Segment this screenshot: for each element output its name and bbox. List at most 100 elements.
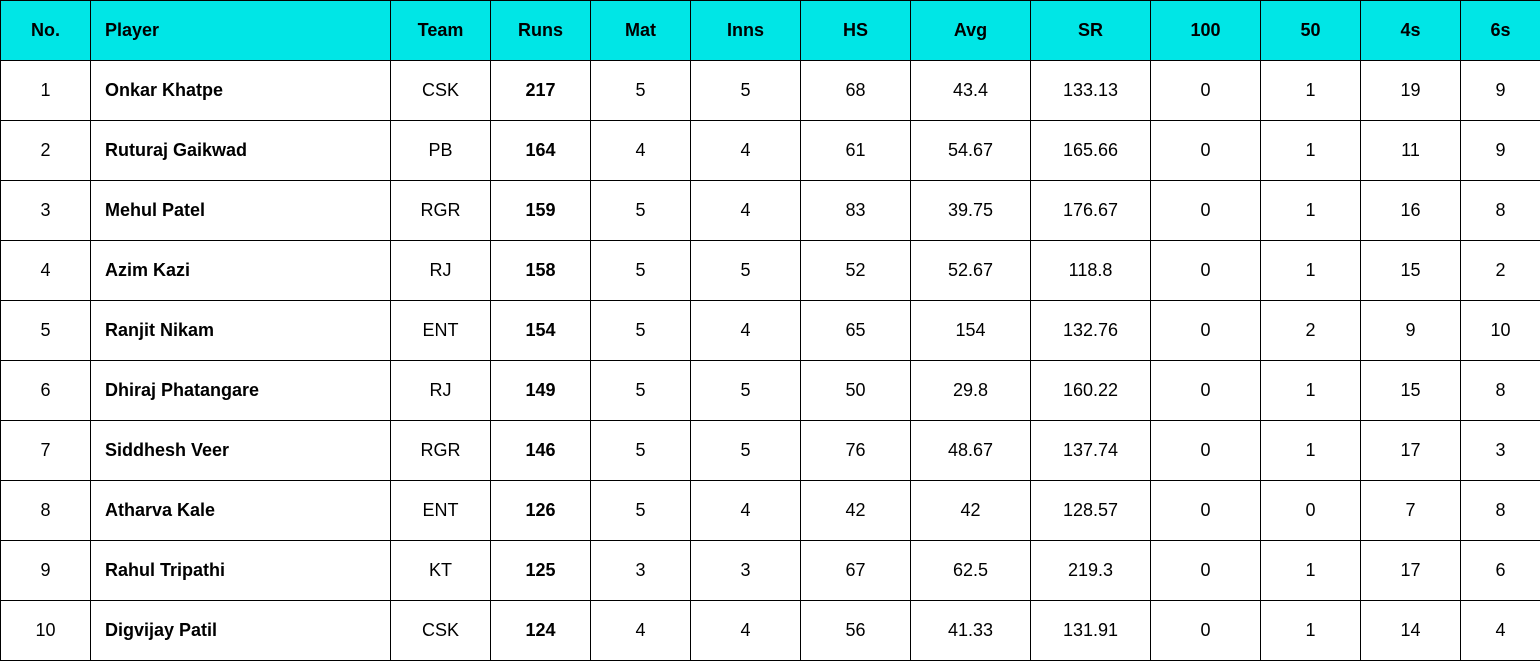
cell-player: Ruturaj Gaikwad [91, 121, 391, 181]
stats-table-container: No.PlayerTeamRunsMatInnsHSAvgSR100504s6s… [0, 0, 1540, 661]
cell-runs: 217 [491, 61, 591, 121]
cell-c4s: 7 [1361, 481, 1461, 541]
header-no: No. [1, 1, 91, 61]
cell-avg: 39.75 [911, 181, 1031, 241]
cell-player: Siddhesh Veer [91, 421, 391, 481]
cell-hs: 65 [801, 301, 911, 361]
header-c4s: 4s [1361, 1, 1461, 61]
cell-hs: 50 [801, 361, 911, 421]
cell-player: Onkar Khatpe [91, 61, 391, 121]
cell-team: ENT [391, 481, 491, 541]
cell-hs: 67 [801, 541, 911, 601]
cell-mat: 5 [591, 421, 691, 481]
cell-hs: 76 [801, 421, 911, 481]
cell-no: 7 [1, 421, 91, 481]
cell-no: 10 [1, 601, 91, 661]
header-c50: 50 [1261, 1, 1361, 61]
cell-inns: 5 [691, 361, 801, 421]
cell-player: Atharva Kale [91, 481, 391, 541]
cell-sr: 132.76 [1031, 301, 1151, 361]
cell-no: 8 [1, 481, 91, 541]
cell-no: 5 [1, 301, 91, 361]
header-runs: Runs [491, 1, 591, 61]
cell-sr: 128.57 [1031, 481, 1151, 541]
cell-c4s: 15 [1361, 241, 1461, 301]
cell-mat: 5 [591, 301, 691, 361]
cell-c6s: 8 [1461, 181, 1540, 241]
table-row: 7Siddhesh VeerRGR146557648.67137.7401173 [1, 421, 1540, 481]
table-row: 10Digvijay PatilCSK124445641.33131.91011… [1, 601, 1540, 661]
cell-c6s: 9 [1461, 121, 1540, 181]
cell-runs: 158 [491, 241, 591, 301]
cell-avg: 29.8 [911, 361, 1031, 421]
cell-team: CSK [391, 601, 491, 661]
cell-c50: 1 [1261, 241, 1361, 301]
cell-c50: 1 [1261, 181, 1361, 241]
cell-c4s: 9 [1361, 301, 1461, 361]
table-row: 3Mehul PatelRGR159548339.75176.6701168 [1, 181, 1540, 241]
cell-c50: 1 [1261, 541, 1361, 601]
cell-c100: 0 [1151, 241, 1261, 301]
cell-sr: 137.74 [1031, 421, 1151, 481]
cell-c6s: 9 [1461, 61, 1540, 121]
cell-avg: 43.4 [911, 61, 1031, 121]
cell-c50: 1 [1261, 601, 1361, 661]
cell-avg: 52.67 [911, 241, 1031, 301]
cell-sr: 176.67 [1031, 181, 1151, 241]
cell-inns: 4 [691, 181, 801, 241]
cell-c6s: 6 [1461, 541, 1540, 601]
cell-c6s: 2 [1461, 241, 1540, 301]
header-hs: HS [801, 1, 911, 61]
table-row: 6Dhiraj PhatangareRJ149555029.8160.22011… [1, 361, 1540, 421]
cell-sr: 219.3 [1031, 541, 1151, 601]
cell-c100: 0 [1151, 541, 1261, 601]
cell-team: RJ [391, 361, 491, 421]
cell-team: CSK [391, 61, 491, 121]
table-row: 5Ranjit NikamENT1545465154132.7602910 [1, 301, 1540, 361]
cell-no: 9 [1, 541, 91, 601]
table-row: 1Onkar KhatpeCSK217556843.4133.1301199 [1, 61, 1540, 121]
cell-c4s: 14 [1361, 601, 1461, 661]
cell-avg: 62.5 [911, 541, 1031, 601]
cell-c4s: 19 [1361, 61, 1461, 121]
cell-sr: 133.13 [1031, 61, 1151, 121]
cell-runs: 159 [491, 181, 591, 241]
table-row: 4Azim KaziRJ158555252.67118.801152 [1, 241, 1540, 301]
cell-mat: 5 [591, 181, 691, 241]
cell-sr: 165.66 [1031, 121, 1151, 181]
cell-mat: 5 [591, 241, 691, 301]
table-header: No.PlayerTeamRunsMatInnsHSAvgSR100504s6s [1, 1, 1540, 61]
cell-hs: 42 [801, 481, 911, 541]
cell-inns: 4 [691, 301, 801, 361]
cell-c6s: 8 [1461, 481, 1540, 541]
cell-player: Ranjit Nikam [91, 301, 391, 361]
cell-c100: 0 [1151, 121, 1261, 181]
cell-player: Dhiraj Phatangare [91, 361, 391, 421]
cell-c6s: 8 [1461, 361, 1540, 421]
cell-c50: 1 [1261, 361, 1361, 421]
cell-team: KT [391, 541, 491, 601]
cell-runs: 125 [491, 541, 591, 601]
cell-runs: 124 [491, 601, 591, 661]
cell-team: PB [391, 121, 491, 181]
cell-inns: 4 [691, 601, 801, 661]
cell-c6s: 10 [1461, 301, 1540, 361]
header-player: Player [91, 1, 391, 61]
cell-c100: 0 [1151, 301, 1261, 361]
cell-runs: 164 [491, 121, 591, 181]
cell-inns: 5 [691, 421, 801, 481]
cell-runs: 154 [491, 301, 591, 361]
cell-mat: 4 [591, 121, 691, 181]
cell-player: Rahul Tripathi [91, 541, 391, 601]
cell-no: 4 [1, 241, 91, 301]
cell-mat: 5 [591, 61, 691, 121]
header-sr: SR [1031, 1, 1151, 61]
cell-c4s: 17 [1361, 421, 1461, 481]
cell-c50: 1 [1261, 421, 1361, 481]
cell-hs: 61 [801, 121, 911, 181]
cell-mat: 5 [591, 361, 691, 421]
header-inns: Inns [691, 1, 801, 61]
cell-hs: 52 [801, 241, 911, 301]
cell-inns: 3 [691, 541, 801, 601]
cell-c100: 0 [1151, 421, 1261, 481]
